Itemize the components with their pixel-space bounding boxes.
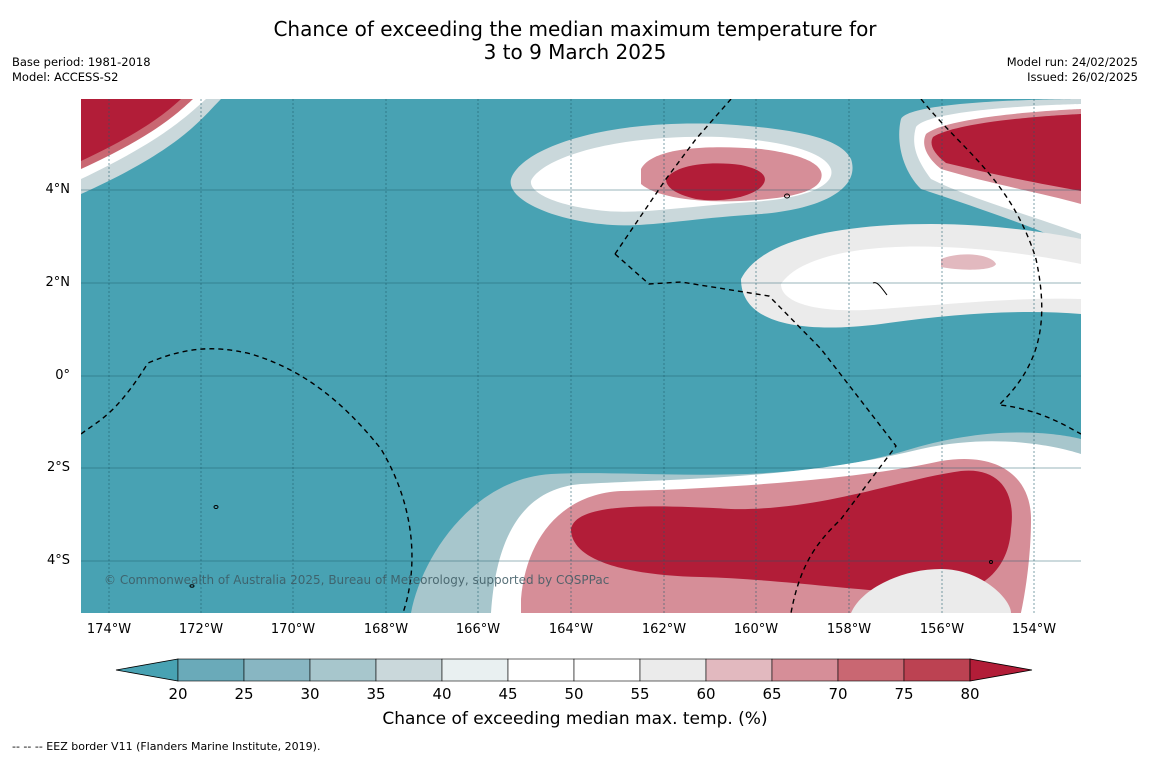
chart-title: Chance of exceeding the median maximum t…	[0, 18, 1150, 64]
colorbar-tick-label: 30	[300, 685, 320, 703]
colorbar-segment	[441, 658, 509, 682]
colorbar-segment	[771, 658, 839, 682]
lon-label: 158°W	[826, 622, 872, 637]
colorbar-tick-label: 70	[828, 685, 848, 703]
colorbar-segment	[705, 658, 773, 682]
colorbar-segment	[507, 658, 575, 682]
colorbar-segment	[639, 658, 707, 682]
title-line-1: Chance of exceeding the median maximum t…	[273, 17, 877, 41]
colorbar-tick-label: 65	[762, 685, 782, 703]
meta-left: Base period: 1981-2018 Model: ACCESS-S2	[12, 55, 151, 85]
lon-label: 160°W	[733, 622, 779, 637]
colorbar	[115, 658, 1033, 682]
lat-label-4n: 4°N	[45, 182, 71, 197]
colorbar-segment	[309, 658, 377, 682]
issued-text: Issued: 26/02/2025	[1027, 70, 1138, 84]
title-line-2: 3 to 9 March 2025	[483, 40, 667, 64]
colorbar-over-arrow	[969, 658, 1033, 682]
colorbar-tick-label: 40	[432, 685, 452, 703]
lat-label-2s: 2°S	[46, 460, 70, 475]
model-text: Model: ACCESS-S2	[12, 70, 119, 84]
lon-label: 168°W	[363, 622, 409, 637]
colorbar-segment	[177, 658, 245, 682]
copyright-text: © Commonwealth of Australia 2025, Bureau…	[104, 573, 610, 587]
model-run-text: Model run: 24/02/2025	[1006, 55, 1138, 69]
warm-anomaly-south	[411, 432, 1081, 613]
colorbar-segment	[573, 658, 641, 682]
colorbar-tick-label: 80	[960, 685, 980, 703]
colorbar-tick-label: 75	[894, 685, 914, 703]
lat-label-0: 0°	[55, 368, 70, 383]
colorbar-segment	[375, 658, 443, 682]
colorbar-segment	[903, 658, 971, 682]
lon-label: 154°W	[1011, 622, 1057, 637]
colorbar-tick-label: 55	[630, 685, 650, 703]
meta-right: Model run: 24/02/2025 Issued: 26/02/2025	[1007, 55, 1138, 85]
eez-borders	[81, 99, 1081, 613]
eez-footnote: -- -- -- EEZ border V11 (Flanders Marine…	[12, 740, 321, 753]
warm-anomaly-northeast	[899, 99, 1081, 249]
colorbar-tick-label: 50	[564, 685, 584, 703]
lon-label: 162°W	[641, 622, 687, 637]
colorbar-tick-label: 45	[498, 685, 518, 703]
lon-label: 156°W	[919, 622, 965, 637]
colorbar-segment	[837, 658, 905, 682]
warm-anomaly-northwest	[81, 99, 221, 194]
graticule	[108, 99, 1035, 613]
lon-label: 174°W	[86, 622, 132, 637]
colorbar-tick-label: 25	[234, 685, 254, 703]
map-panel	[81, 99, 1081, 613]
warm-anomaly-east-central	[741, 224, 1081, 328]
lon-label: 170°W	[270, 622, 316, 637]
map-canvas	[81, 99, 1081, 613]
islands	[189, 193, 993, 588]
base-period-text: Base period: 1981-2018	[12, 55, 151, 69]
colorbar-tick-label: 20	[168, 685, 188, 703]
lat-label-2n: 2°N	[45, 275, 71, 290]
lon-label: 164°W	[548, 622, 594, 637]
lat-label-4s: 4°S	[46, 553, 70, 568]
lon-label: 172°W	[178, 622, 224, 637]
colorbar-segment	[243, 658, 311, 682]
warm-anomaly-north-central	[510, 123, 853, 226]
colorbar-title: Chance of exceeding median max. temp. (%…	[382, 709, 768, 729]
colorbar-tick-label: 35	[366, 685, 386, 703]
colorbar-tick-label: 60	[696, 685, 716, 703]
colorbar-under-arrow	[115, 658, 179, 682]
lon-label: 166°W	[455, 622, 501, 637]
